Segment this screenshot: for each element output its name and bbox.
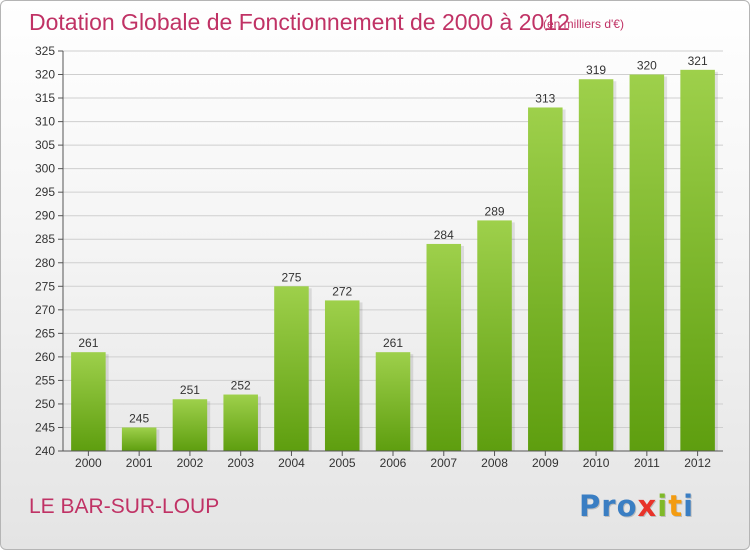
x-tick-label-2010: 2010	[583, 456, 610, 470]
y-tick-label: 280	[35, 256, 55, 270]
logo-letter: o	[616, 489, 638, 523]
value-label-2004: 275	[281, 270, 301, 284]
bar-2001	[121, 427, 157, 451]
y-tick-label: 310	[35, 115, 55, 129]
value-label-2007: 284	[434, 228, 454, 242]
value-label-2002: 251	[180, 383, 200, 397]
bars: 261 245 251 252 275 272 261 284 289 313 319 320 321	[71, 54, 718, 452]
bar-2003	[223, 394, 258, 451]
x-tick-label-2009: 2009	[532, 456, 559, 470]
bar-2000	[71, 352, 106, 451]
x-tick-label-2008: 2008	[481, 456, 508, 470]
y-tick-label: 325	[35, 44, 55, 58]
x-tick-label-2002: 2002	[177, 456, 204, 470]
bar-2008	[477, 220, 512, 451]
logo-letter: x	[637, 489, 658, 523]
logo-letter: P	[579, 489, 602, 523]
bar-2007	[426, 243, 462, 451]
x-tick-label-2006: 2006	[380, 456, 407, 470]
logo-letter: i	[657, 489, 669, 523]
bar-2006	[375, 352, 411, 451]
y-tick-label: 285	[35, 232, 55, 246]
bar-2004	[274, 286, 309, 451]
bar-2005	[324, 300, 360, 451]
value-label-2003: 252	[231, 379, 251, 393]
bar-2009	[528, 107, 563, 452]
value-label-2006: 261	[383, 336, 403, 350]
logo-letter: t	[668, 489, 684, 523]
value-label-2009: 313	[535, 91, 555, 105]
bar-2010	[578, 79, 614, 451]
value-label-2008: 289	[485, 204, 505, 218]
value-label-2000: 261	[78, 336, 98, 350]
y-tick-label: 295	[35, 185, 55, 199]
value-label-2011: 320	[637, 59, 657, 73]
y-tick-label: 270	[35, 303, 55, 317]
value-label-2001: 245	[129, 411, 149, 425]
x-tick-label-2011: 2011	[634, 456, 660, 470]
y-tick-label: 245	[35, 420, 55, 434]
logo-letter: r	[601, 489, 617, 523]
x-tick-label-2005: 2005	[329, 456, 356, 470]
chart-unit: (en milliers d'€)	[543, 17, 624, 31]
y-tick-label: 240	[35, 444, 55, 458]
axes: 240 245 250 255 260 265 270 275 280 285 290 295 300 3…	[35, 44, 723, 470]
y-tick-label: 305	[35, 138, 55, 152]
y-tick-label: 260	[35, 350, 55, 364]
value-label-2005: 272	[332, 284, 352, 298]
proxiti-logo: Proxiti	[579, 489, 694, 523]
x-tick-label-2007: 2007	[430, 456, 457, 470]
x-tick-label-2012: 2012	[684, 456, 711, 470]
y-tick-label: 250	[35, 397, 55, 411]
bar-2011	[629, 74, 665, 451]
value-label-2012: 321	[688, 54, 708, 68]
bar-2012	[680, 69, 715, 451]
bar-2002	[172, 399, 208, 451]
chart-title: Dotation Globale de Fonctionnement de 20…	[29, 9, 570, 35]
y-tick-label: 320	[35, 68, 55, 82]
y-tick-label: 255	[35, 373, 55, 387]
y-tick-label: 315	[35, 91, 55, 105]
commune-name: LE BAR-SUR-LOUP	[29, 495, 220, 518]
value-label-2010: 319	[586, 63, 606, 77]
x-tick-label-2004: 2004	[278, 456, 305, 470]
logo-letter: i	[683, 489, 695, 523]
x-tick-label-2001: 2001	[126, 456, 153, 470]
y-tick-label: 265	[35, 326, 55, 340]
y-tick-label: 290	[35, 209, 55, 223]
y-tick-label: 275	[35, 279, 55, 293]
x-tick-label-2003: 2003	[227, 456, 254, 470]
x-tick-label-2000: 2000	[75, 456, 102, 470]
y-tick-label: 300	[35, 162, 55, 176]
